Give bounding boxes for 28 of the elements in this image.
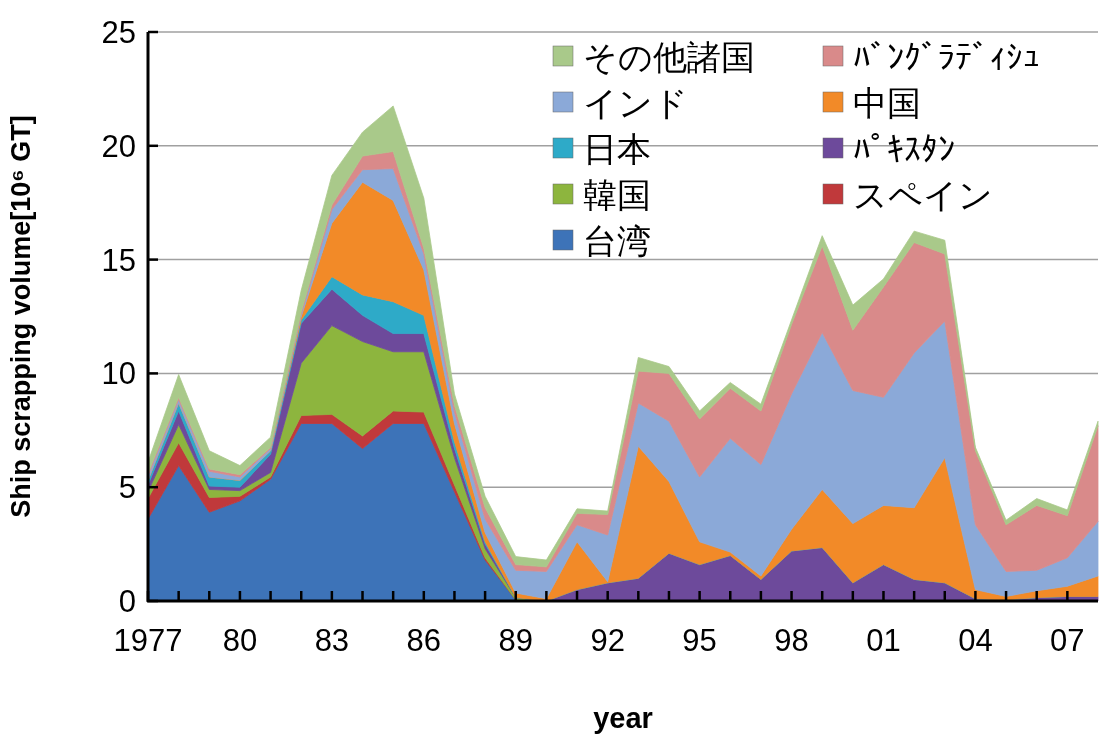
- y-tick-label: 20: [101, 128, 136, 164]
- legend-label: 日本: [583, 130, 651, 168]
- x-tick-label: 86: [406, 623, 442, 658]
- y-axis-title: Ship scrapping volume[10⁶ GT]: [6, 115, 36, 518]
- x-tick-label: 92: [590, 623, 625, 658]
- y-tick-label: 5: [118, 470, 136, 506]
- legend-label: ﾊﾞﾝｸﾞﾗﾃﾞｨｼｭ: [853, 38, 1040, 76]
- y-tick-label: 0: [118, 584, 136, 619]
- legend-label: 台湾: [583, 222, 651, 260]
- legend-label: 韓国: [583, 176, 651, 214]
- y-tick-label: 10: [101, 356, 136, 392]
- x-tick-label: 07: [1050, 623, 1085, 658]
- x-tick-label: 89: [498, 623, 533, 658]
- x-tick-label: 04: [958, 623, 993, 658]
- x-tick-label: 01: [866, 623, 901, 658]
- x-tick-label: 83: [314, 623, 350, 658]
- legend-label: その他諸国: [583, 38, 755, 76]
- legend-label: インド: [583, 84, 688, 122]
- y-tick-label: 25: [101, 15, 136, 50]
- y-tick-label: 15: [101, 242, 136, 278]
- legend-label: ﾊﾟｷｽﾀﾝ: [853, 130, 955, 168]
- legend-label: 中国: [853, 84, 921, 122]
- x-axis-title: year: [593, 702, 653, 734]
- x-tick-label: 80: [222, 623, 258, 658]
- x-tick-label: 95: [682, 623, 717, 658]
- x-tick-label: 1977: [113, 623, 183, 658]
- legend-label: スペイン: [853, 176, 993, 214]
- x-tick-label: 98: [774, 623, 809, 658]
